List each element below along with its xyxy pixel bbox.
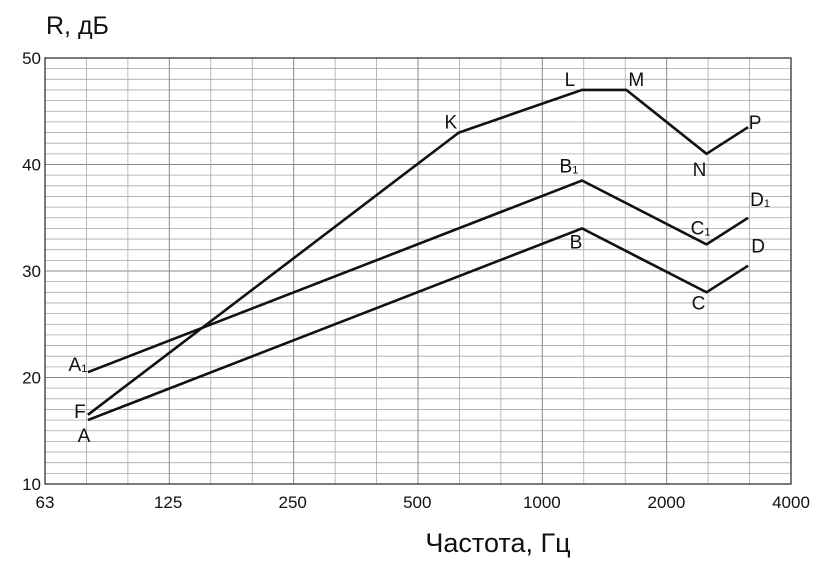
series-line-1 [87,226,749,422]
series-line-3 [87,88,749,416]
x-tick-label: 1000 [523,493,561,512]
point-label-C: C [692,293,706,314]
y-tick-label: 10 [22,475,41,494]
point-label-D: D [751,237,765,258]
y-tick-label: 30 [22,262,41,281]
series-line-2 [87,179,749,374]
point-label-B1: B1 [560,156,579,177]
point-label-A1: A1 [69,355,88,376]
x-tick-label: 250 [279,493,307,512]
point-label-M: M [628,70,644,91]
point-label-F: F [74,402,86,423]
point-label-A: A [78,426,91,447]
point-label-D1: D1 [750,190,770,211]
point-label-P: P [749,113,762,134]
point-label-K: K [444,113,457,134]
x-tick-label: 125 [154,493,182,512]
x-tick-label: 2000 [648,493,686,512]
point-label-C1: C1 [691,218,711,239]
x-tick-label: 63 [36,493,55,512]
x-axis-title: Частота, Гц [425,528,570,558]
y-tick-label: 40 [22,156,41,175]
point-label-B: B [570,232,583,253]
y-axis-title: R, дБ [46,12,109,40]
y-tick-label: 50 [22,49,41,68]
x-tick-label: 500 [403,493,431,512]
x-tick-label: 4000 [772,493,810,512]
point-label-N: N [693,160,707,181]
y-tick-label: 20 [22,369,41,388]
point-label-L: L [565,70,576,91]
plot-frame [44,57,792,485]
